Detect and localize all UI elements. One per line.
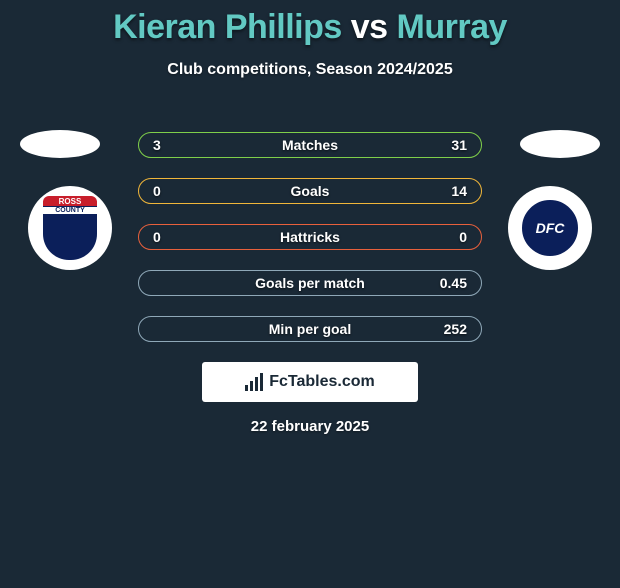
stat-label: Min per goal: [269, 321, 351, 337]
stat-label: Hattricks: [280, 229, 340, 245]
brand-text: FcTables.com: [269, 373, 375, 391]
country-flag-left: [20, 130, 100, 158]
stat-row-min-per-goal: Min per goal 252: [138, 316, 482, 342]
club-badge-right: DFC: [508, 186, 592, 270]
shield-icon: [43, 196, 97, 260]
bar-chart-icon: [245, 373, 263, 391]
club-badge-left: [28, 186, 112, 270]
player2-name: Murray: [397, 8, 507, 46]
stat-row-goals: 0 Goals 14: [138, 178, 482, 204]
date: 22 february 2025: [0, 418, 620, 435]
stat-right-value: 31: [431, 137, 467, 153]
stat-right-value: 14: [431, 183, 467, 199]
stat-left-value: 0: [153, 229, 189, 245]
stat-label: Goals: [291, 183, 330, 199]
comparison-title: Kieran Phillips vs Murray: [0, 8, 620, 47]
subtitle: Club competitions, Season 2024/2025: [0, 61, 620, 79]
stat-row-hattricks: 0 Hattricks 0: [138, 224, 482, 250]
stat-left-value: 3: [153, 137, 189, 153]
stat-rows: 3 Matches 31 0 Goals 14 0 Hattricks 0 Go…: [138, 132, 482, 362]
stat-left-value: 0: [153, 183, 189, 199]
stat-right-value: 0: [431, 229, 467, 245]
badge-right-text: DFC: [536, 220, 565, 236]
stat-right-value: 252: [431, 321, 467, 337]
stat-row-goals-per-match: Goals per match 0.45: [138, 270, 482, 296]
club-crest-icon: DFC: [519, 197, 581, 259]
country-flag-right: [520, 130, 600, 158]
brand-box[interactable]: FcTables.com: [202, 362, 418, 402]
stat-row-matches: 3 Matches 31: [138, 132, 482, 158]
vs-text: vs: [351, 8, 388, 46]
stat-label: Matches: [282, 137, 338, 153]
stat-label: Goals per match: [255, 275, 365, 291]
player1-name: Kieran Phillips: [113, 8, 342, 46]
stat-right-value: 0.45: [431, 275, 467, 291]
